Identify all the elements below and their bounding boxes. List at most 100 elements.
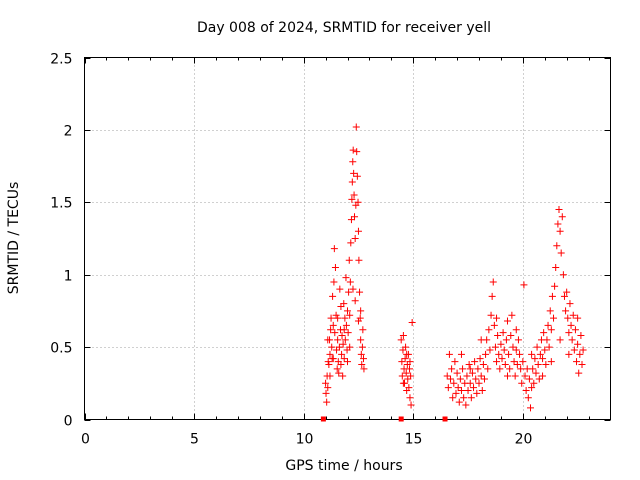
data-point: [322, 379, 330, 387]
data-point: [507, 332, 515, 340]
data-point: [496, 365, 504, 373]
axis-ticks: [84, 57, 611, 421]
data-point: [338, 332, 346, 340]
x-tick-label: 0: [81, 432, 90, 448]
grid-lines: [84, 57, 611, 420]
data-point: [556, 336, 564, 344]
data-point: [467, 394, 475, 402]
data-point: [569, 311, 577, 319]
data-point: [493, 358, 501, 366]
data-point: [528, 350, 536, 358]
data-point: [544, 321, 552, 329]
data-point: [346, 278, 354, 286]
data-point: [476, 355, 484, 363]
data-point: [503, 317, 511, 325]
data-point: [578, 360, 586, 368]
data-point: [539, 355, 547, 363]
data-point: [567, 321, 575, 329]
data-point: [360, 365, 368, 373]
data-point: [563, 288, 571, 296]
data-point: [330, 245, 338, 253]
data-point: [336, 285, 344, 293]
data-point: [554, 220, 562, 228]
data-point: [530, 379, 538, 387]
data-point: [508, 311, 516, 319]
data-point: [357, 350, 365, 358]
data-point: [503, 372, 511, 380]
data-point: [540, 329, 548, 337]
data-point: [406, 358, 414, 366]
data-point: [445, 350, 453, 358]
y-tick-label: 0: [64, 414, 73, 430]
data-point: [511, 372, 519, 380]
data-point: [354, 227, 362, 235]
data-point: [528, 384, 536, 392]
data-point: [517, 365, 525, 373]
data-point: [327, 326, 335, 334]
data-point: [542, 360, 550, 368]
data-point: [497, 340, 505, 348]
x-tick-label: 20: [515, 432, 533, 448]
data-point: [457, 350, 465, 358]
data-point: [465, 360, 473, 368]
data-point: [348, 178, 356, 186]
data-point: [328, 343, 336, 351]
data-point: [532, 369, 540, 377]
data-point: [346, 311, 354, 319]
data-point: [468, 369, 476, 377]
data-point: [333, 346, 341, 354]
data-point: [473, 389, 481, 397]
data-point: [484, 365, 492, 373]
data-point: [531, 355, 539, 363]
data-point: [498, 355, 506, 363]
data-point: [326, 372, 334, 380]
data-point: [350, 191, 358, 199]
data-point: [443, 372, 451, 380]
chart-title: Day 008 of 2024, SRMTID for receiver yel…: [197, 20, 491, 36]
data-point: [548, 292, 556, 300]
data-point: [477, 336, 485, 344]
data-point: [449, 394, 457, 402]
data-point: [327, 314, 335, 322]
data-point: [513, 360, 521, 368]
data-point: [406, 394, 414, 402]
zero-marker: [398, 416, 404, 422]
data-point: [359, 355, 367, 363]
data-point: [471, 358, 479, 366]
data-point: [348, 195, 356, 203]
data-point: [355, 256, 363, 264]
data-point: [399, 332, 407, 340]
data-point: [568, 336, 576, 344]
y-tick-label: 2: [64, 124, 73, 140]
data-point: [533, 343, 541, 351]
data-point: [344, 307, 351, 315]
data-point: [579, 346, 587, 354]
data-point: [551, 282, 559, 290]
data-point: [474, 365, 482, 373]
data-point: [574, 314, 582, 322]
data-point: [407, 401, 415, 409]
x-axis-label: GPS time / hours: [285, 458, 402, 474]
data-point: [337, 360, 345, 368]
data-point: [489, 278, 497, 286]
data-point: [486, 346, 494, 354]
data-point: [475, 379, 483, 387]
data-point: [480, 375, 488, 383]
data-point: [341, 336, 349, 344]
data-point: [333, 365, 341, 373]
data-point: [464, 387, 472, 395]
data-point: [332, 311, 340, 319]
data-point: [490, 321, 498, 329]
plot-frame: [84, 57, 611, 420]
data-point: [339, 340, 347, 348]
data-point: [349, 158, 357, 166]
data-point: [324, 358, 332, 366]
data-point: [403, 350, 411, 358]
data-point: [545, 343, 553, 351]
data-point: [477, 372, 485, 380]
data-point: [347, 239, 355, 247]
data-point: [466, 379, 474, 387]
data-point: [495, 350, 503, 358]
data-point: [456, 375, 464, 383]
data-point: [487, 311, 495, 319]
